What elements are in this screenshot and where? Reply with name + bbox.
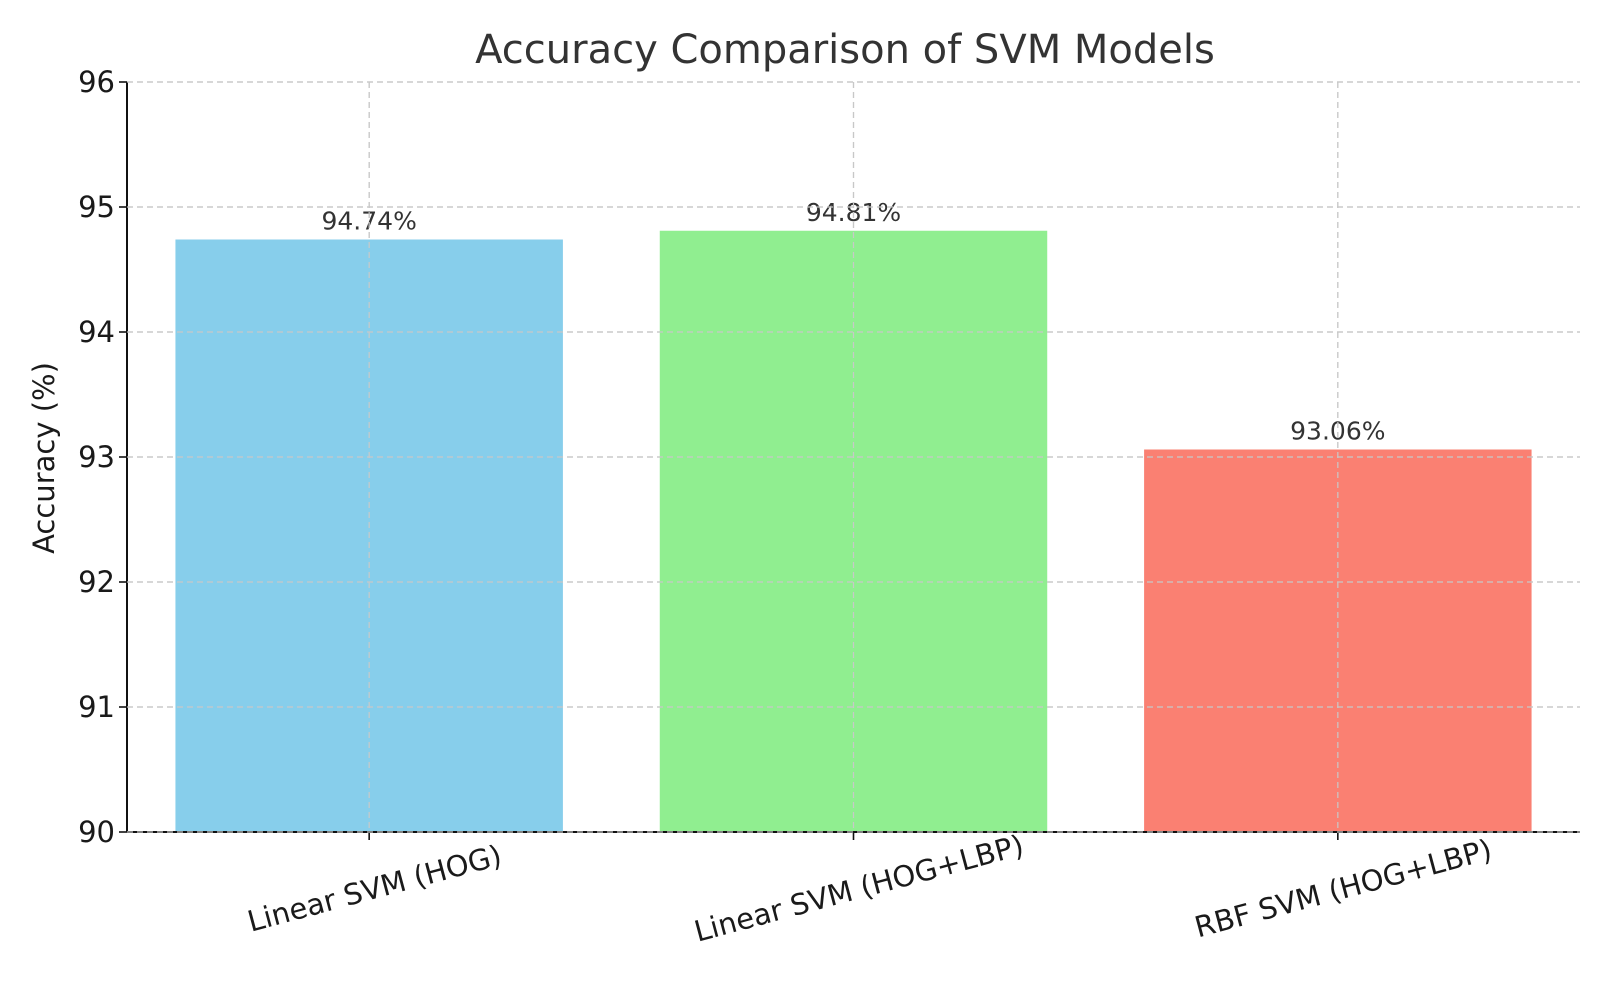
bar-data-label: 94.74% xyxy=(322,207,417,236)
bar-layer xyxy=(175,230,1532,832)
bar xyxy=(659,230,1048,832)
chart-title: Accuracy Comparison of SVM Models xyxy=(475,27,1215,73)
y-tick-label: 93 xyxy=(78,440,115,474)
y-axis-label: Accuracy (%) xyxy=(27,362,61,554)
x-category-label: RBF SVM (HOG+LBP) xyxy=(1191,832,1495,944)
x-category-label: Linear SVM (HOG+LBP) xyxy=(691,828,1028,949)
y-tick-label: 92 xyxy=(78,565,115,599)
bar-data-label: 93.06% xyxy=(1290,417,1385,446)
y-tick-label: 94 xyxy=(78,315,115,349)
y-tick-label: 95 xyxy=(78,190,115,224)
y-tick-label: 91 xyxy=(78,690,115,724)
x-category-label: Linear SVM (HOG) xyxy=(244,838,505,939)
y-tick-label: 96 xyxy=(78,65,115,99)
y-tick-label: 90 xyxy=(78,815,115,849)
